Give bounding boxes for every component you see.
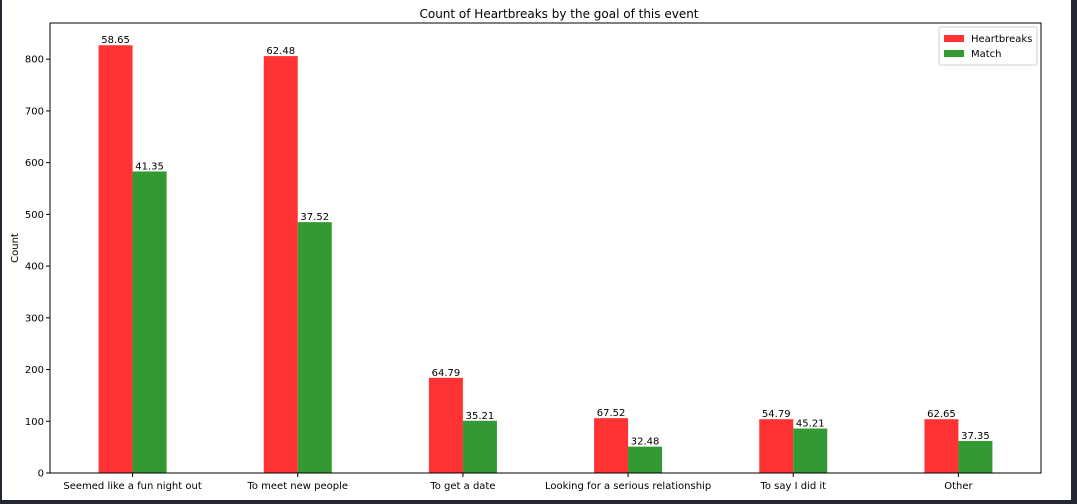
data-label: 58.65 <box>101 35 130 46</box>
legend-swatch <box>944 50 964 57</box>
chart-title: Count of Heartbreaks by the goal of this… <box>419 7 698 21</box>
y-tick-label: 600 <box>25 158 44 169</box>
bar-match <box>297 222 332 473</box>
x-tick-label: Other <box>944 481 973 492</box>
data-label: 32.48 <box>631 437 660 448</box>
bar-heartbreaks <box>263 56 298 473</box>
y-tick-label: 0 <box>38 469 44 480</box>
data-label: 37.35 <box>961 431 990 442</box>
data-label: 62.65 <box>927 409 956 420</box>
bar-match <box>132 171 167 473</box>
data-label: 64.79 <box>432 368 461 379</box>
y-tick-label: 100 <box>25 417 44 428</box>
x-tick-label: To meet new people <box>246 481 348 492</box>
bar-heartbreaks <box>428 377 463 473</box>
y-tick-label: 800 <box>25 55 44 66</box>
x-tick-label: To get a date <box>429 481 495 492</box>
data-label: 67.52 <box>597 408 626 419</box>
y-tick-label: 400 <box>25 262 44 273</box>
legend-label: Match <box>971 49 1002 60</box>
legend-label: Heartbreaks <box>971 34 1032 45</box>
y-tick-label: 300 <box>25 313 44 324</box>
data-label: 54.79 <box>762 409 791 420</box>
data-label: 62.48 <box>266 46 295 57</box>
bar-heartbreaks <box>98 45 133 473</box>
x-tick-label: Looking for a serious relationship <box>545 481 711 492</box>
y-tick-label: 200 <box>25 365 44 376</box>
legend-swatch <box>944 35 964 42</box>
bar-heartbreaks <box>594 418 629 473</box>
data-label: 45.21 <box>796 419 825 430</box>
bar-match <box>958 440 993 473</box>
plot-area: 0 100 200 300 400 500 600 700 800 Seemed like a f… <box>25 22 1042 492</box>
bar-match <box>628 446 663 473</box>
y-tick-label: 700 <box>25 106 44 117</box>
bar-heartbreaks <box>924 419 959 473</box>
bar-match <box>462 420 497 473</box>
data-label: 37.52 <box>300 212 329 223</box>
y-axis-title: Count <box>10 233 21 263</box>
bar-match <box>793 428 828 473</box>
data-label: 35.21 <box>466 411 495 422</box>
data-label: 41.35 <box>135 161 164 172</box>
x-tick-label: Seemed like a fun night out <box>63 481 201 492</box>
bar-heartbreaks <box>759 419 794 473</box>
y-tick-label: 500 <box>25 210 44 221</box>
x-tick-label: To say I did it <box>759 481 826 492</box>
plot-spines <box>49 22 1042 474</box>
